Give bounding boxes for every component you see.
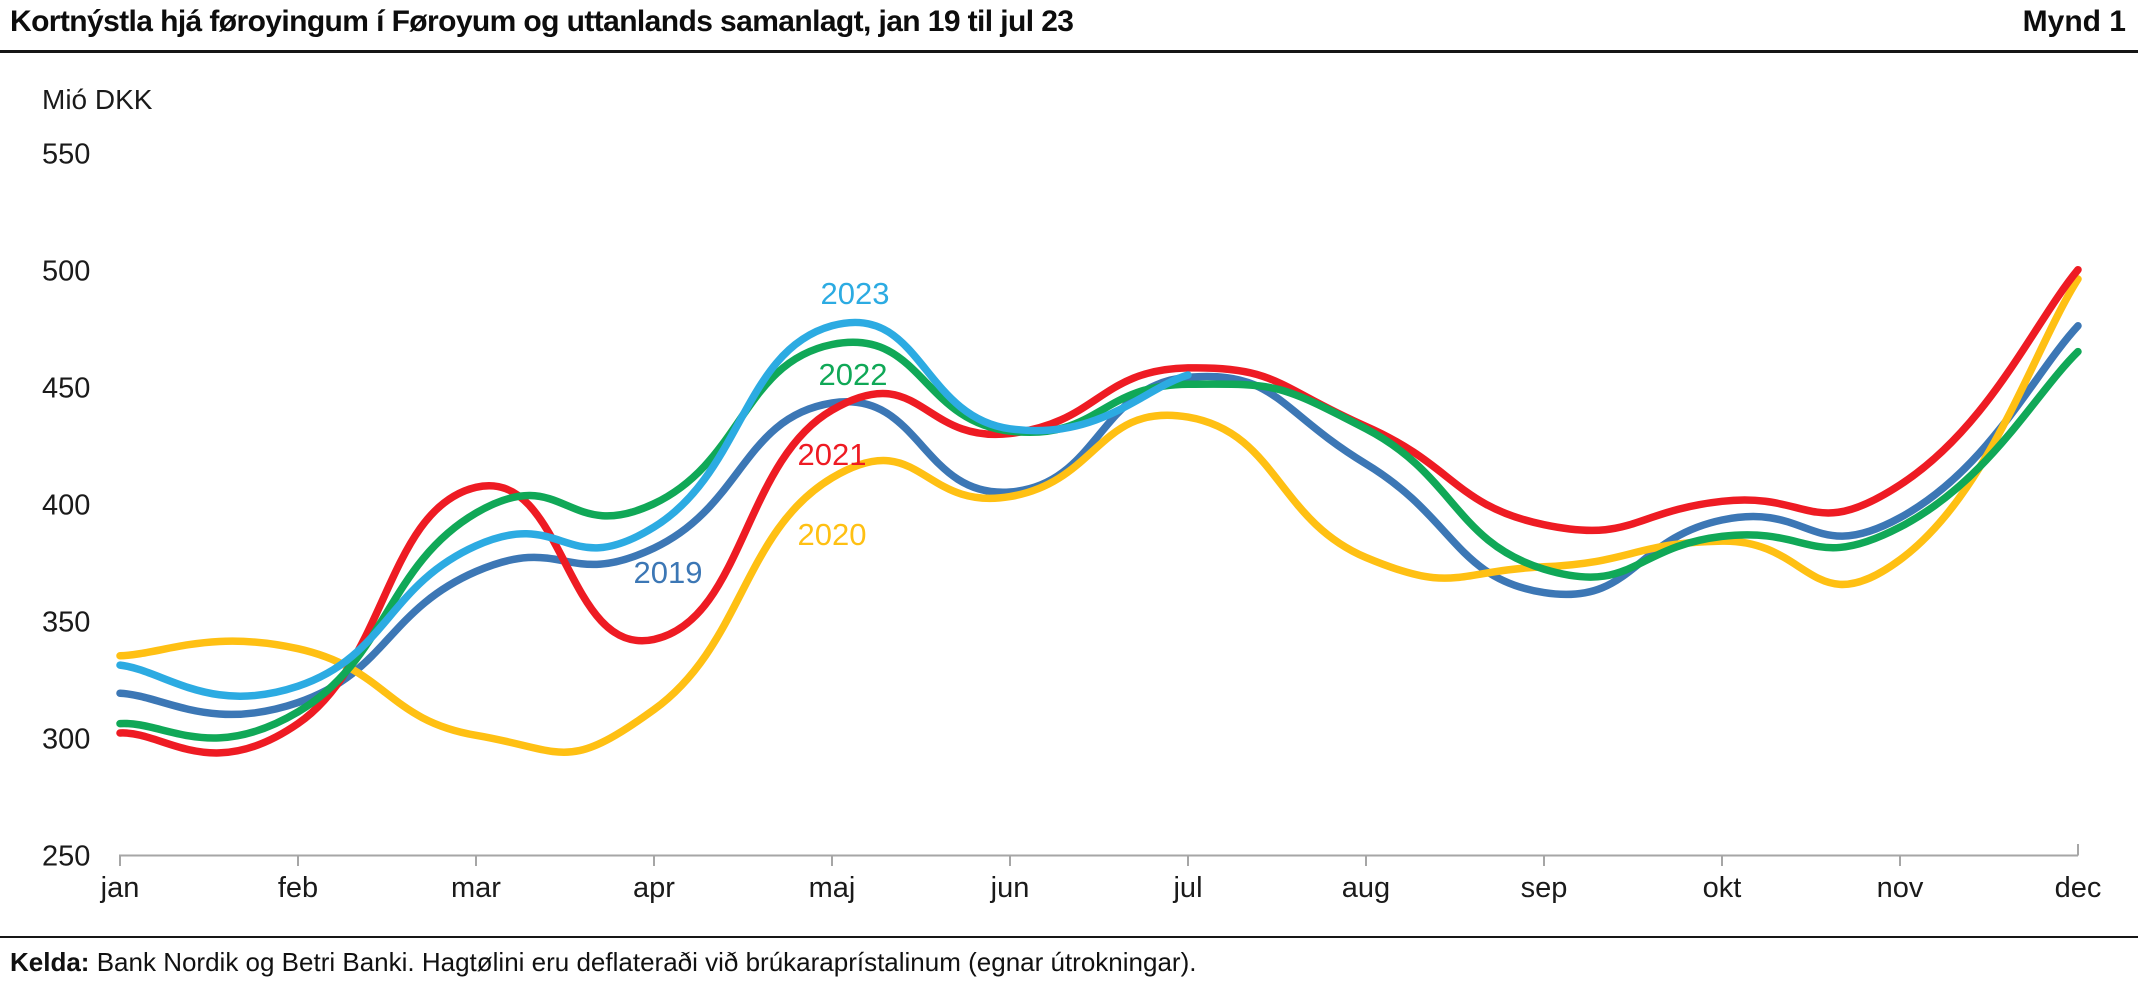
series-label-2023: 2023 [820, 276, 890, 311]
series-label-2020: 2020 [797, 517, 867, 552]
series-line-2019 [116, 322, 2082, 719]
series-label-2019: 2019 [633, 555, 703, 590]
series-line-2023 [116, 318, 1192, 700]
x-tick-label-maj: maj [808, 872, 856, 904]
x-tick-label-nov: nov [1876, 872, 1924, 904]
x-tick-label-apr: apr [633, 872, 675, 904]
y-tick-label-500: 500 [42, 255, 91, 288]
x-tick-label-okt: okt [1702, 872, 1742, 904]
source-text: Bank Nordik og Betri Banki. Hagtølini er… [96, 947, 1197, 977]
x-axis-ticks [119, 844, 2079, 866]
x-tick-label-jun: jun [990, 872, 1030, 904]
x-tick-label-sep: sep [1520, 872, 1568, 904]
y-tick-label-300: 300 [42, 723, 91, 756]
header: Kortnýstla hjá føroyingum í Føroyum og u… [0, 0, 2138, 53]
x-tick-label-mar: mar [451, 872, 501, 904]
series-line-2020 [116, 275, 2082, 756]
y-tick-label-550: 550 [42, 138, 91, 171]
x-tick-label-dec: dec [2054, 872, 2102, 904]
series-label-2021: 2021 [797, 437, 867, 472]
figure-number-label: Mynd 1 [2022, 5, 2126, 38]
source-note: Kelda: Bank Nordik og Betri Banki. Hagtø… [10, 947, 2138, 978]
x-tick-label-feb: feb [277, 872, 319, 904]
footer: Kelda: Bank Nordik og Betri Banki. Hagtø… [0, 936, 2138, 978]
x-tick-label-aug: aug [1341, 872, 1391, 904]
x-tick-label-jul: jul [1173, 872, 1203, 904]
x-tick-label-jan: jan [100, 872, 140, 904]
source-label: Kelda: [10, 947, 90, 977]
series-line-2021 [116, 265, 2082, 757]
y-tick-label-450: 450 [42, 372, 91, 405]
series-label-2022: 2022 [818, 357, 888, 392]
page-title: Kortnýstla hjá føroyingum í Føroyum og u… [10, 5, 1074, 38]
y-tick-label-250: 250 [42, 840, 91, 873]
y-tick-label-400: 400 [42, 489, 91, 522]
y-tick-label-350: 350 [42, 606, 91, 639]
y-axis-unit-label: Mió DKK [42, 84, 153, 115]
